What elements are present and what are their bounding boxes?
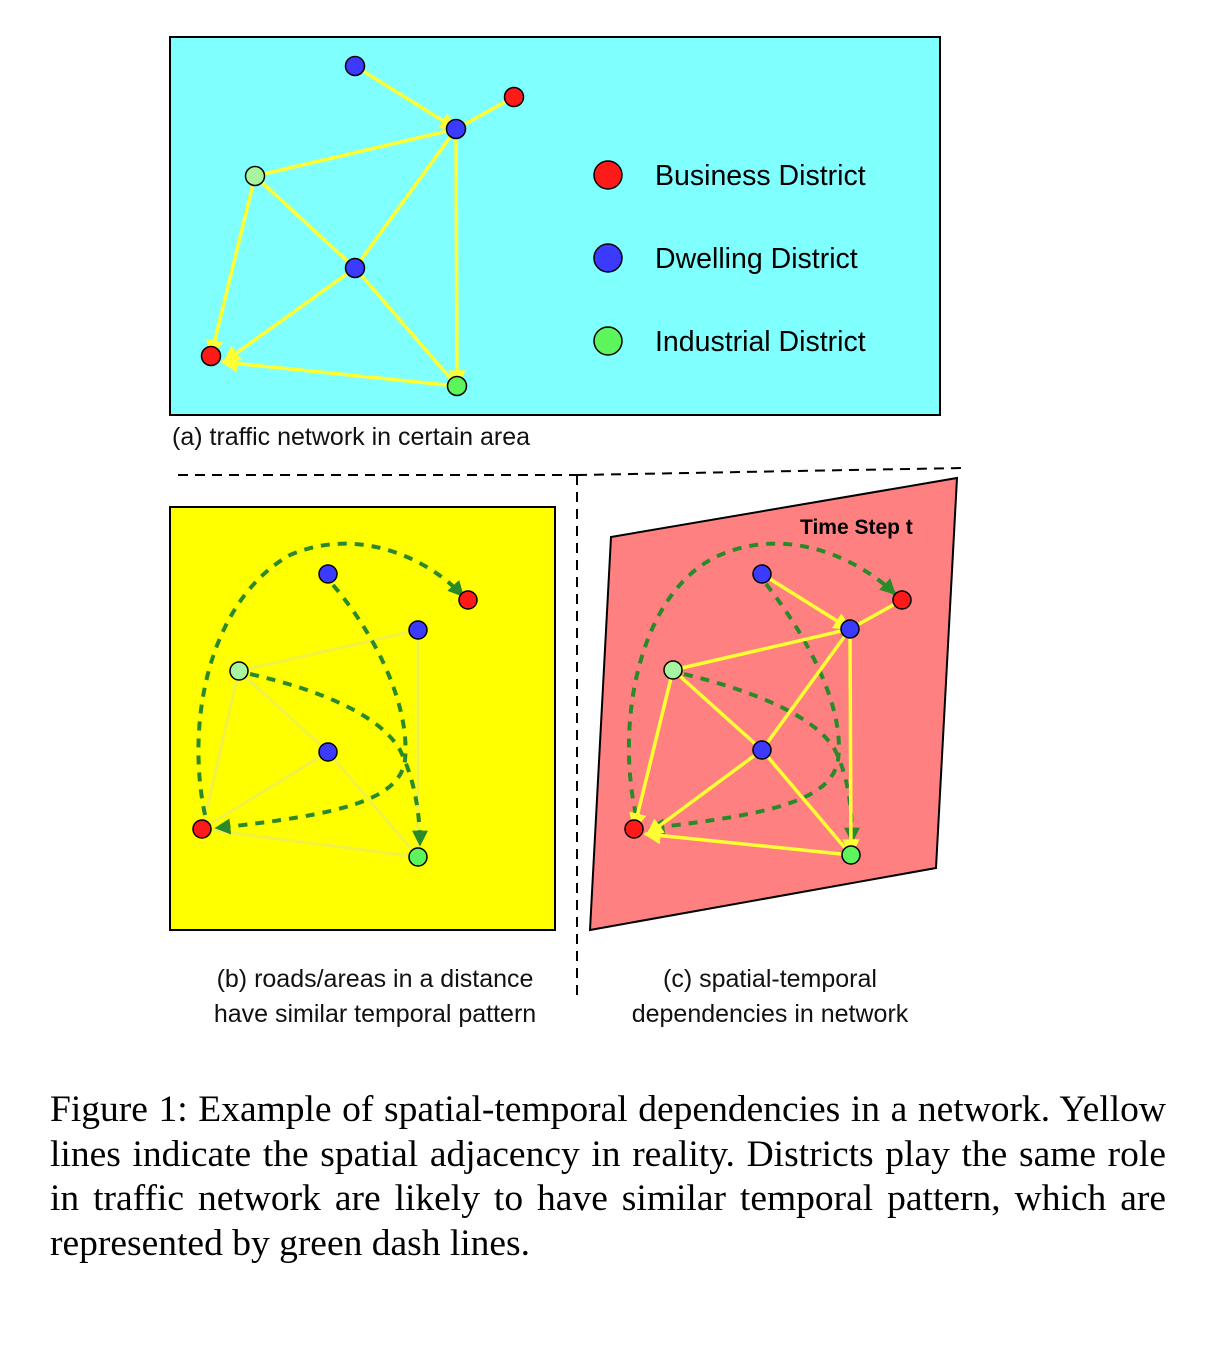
industrial-node [229, 661, 249, 681]
business-node [624, 819, 644, 839]
business-node [458, 590, 478, 610]
figure-caption: Figure 1: Example of spatial-temporal de… [50, 1089, 1166, 1264]
panel-b [169, 506, 556, 931]
panel-b-nodes [192, 564, 478, 867]
business-node [192, 819, 212, 839]
panel-b-dependencies [196, 541, 465, 847]
business-node [503, 86, 525, 108]
industrial-node [663, 660, 683, 680]
panel-c-caption: (c) spatial-temporal dependencies in net… [570, 962, 970, 1032]
legend-dwelling-icon [593, 243, 623, 273]
legend-business-icon [593, 160, 623, 190]
panel-a-caption: (a) traffic network in certain area [172, 423, 531, 451]
panel-b-caption-line-2: have similar temporal pattern [213, 1000, 537, 1028]
dwelling-node [318, 742, 338, 762]
industrial-node [408, 847, 428, 867]
dwelling-node [408, 620, 428, 640]
legend-dwelling-label: Dwelling District [655, 243, 858, 275]
panel-b-caption: (b) roads/areas in a distance have simil… [150, 962, 600, 1032]
legend-industrial-label: Industrial District [655, 326, 866, 358]
dwelling-node [840, 619, 860, 639]
panel-c-nodes [624, 564, 912, 865]
dashed-dividers [178, 467, 963, 1000]
dwelling-node [752, 564, 772, 584]
dwelling-node [344, 257, 366, 279]
panel-a-background [169, 36, 941, 416]
business-node [892, 590, 912, 610]
panel-c-caption-line-1: (c) spatial-temporal [663, 965, 877, 993]
panel-b-background [169, 506, 556, 931]
industrial-node [244, 165, 266, 187]
industrial-node [446, 375, 468, 397]
dwelling-node [752, 740, 772, 760]
business-node [200, 345, 222, 367]
dwelling-node [445, 118, 467, 140]
panel-c-background [588, 476, 959, 932]
panel-a-roads [206, 64, 515, 388]
panel-c-roads [629, 572, 903, 857]
legend: Business District Dwelling District Indu… [593, 160, 866, 358]
panel-a: Business District Dwelling District Indu… [169, 36, 941, 416]
figure-1: Business District Dwelling District Indu… [169, 36, 963, 1000]
time-step-label: Time Step t [800, 516, 913, 539]
panel-c: Time Step t [588, 476, 959, 932]
panel-c-dependencies [626, 541, 897, 844]
panel-a-nodes [200, 55, 525, 397]
dwelling-node [318, 564, 338, 584]
panel-c-caption-line-2: dependencies in network [631, 1000, 909, 1028]
industrial-node [841, 845, 861, 865]
panel-b-caption-line-1: (b) roads/areas in a distance [216, 965, 534, 993]
legend-industrial-icon [593, 326, 623, 356]
dwelling-node [344, 55, 366, 77]
legend-business-label: Business District [655, 160, 866, 192]
